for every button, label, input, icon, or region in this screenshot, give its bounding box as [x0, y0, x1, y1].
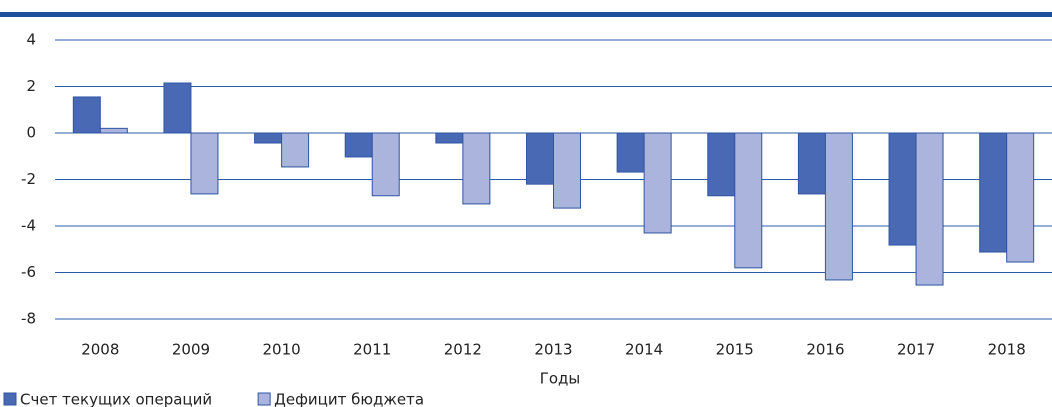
y-tick-label: -8 [21, 310, 36, 328]
y-tick-label: 2 [26, 77, 36, 95]
x-tick-label: 2013 [534, 341, 572, 359]
bar [915, 132, 944, 286]
bar [734, 132, 763, 269]
x-axis-label: Годы [540, 370, 581, 388]
legend-swatch [3, 392, 17, 406]
bar [72, 96, 101, 134]
bar [979, 132, 1008, 253]
bar [190, 132, 219, 195]
bar [371, 132, 400, 197]
bar [254, 132, 283, 144]
bar [643, 132, 672, 234]
bar [1006, 132, 1035, 263]
legend-label: Счет текущих операций [20, 391, 212, 407]
y-tick-label: -4 [21, 217, 36, 235]
x-tick-label: 2018 [988, 341, 1026, 359]
legend-swatch [257, 392, 271, 406]
bar [553, 132, 581, 209]
bar [888, 132, 917, 246]
y-tick-label: 4 [26, 31, 36, 49]
bar [344, 132, 373, 158]
bar [797, 132, 826, 195]
x-tick-label: 2012 [444, 341, 482, 359]
y-tick-label: -6 [21, 263, 36, 281]
x-tick-label: 2010 [262, 341, 300, 359]
x-tick-label: 2016 [806, 341, 844, 359]
bar [99, 127, 128, 134]
x-tick-label: 2011 [353, 341, 391, 359]
x-tick-label: 2008 [81, 341, 119, 359]
top-rule [0, 12, 1052, 17]
bar [281, 132, 310, 168]
y-tick-label: -2 [21, 170, 36, 188]
x-tick-label: 2015 [716, 341, 754, 359]
bar [616, 132, 645, 173]
x-tick-label: 2017 [897, 341, 935, 359]
x-tick-label: 2009 [172, 341, 210, 359]
y-tick-label: 0 [26, 124, 36, 142]
legend-label: Дефицит бюджета [274, 391, 424, 407]
bar [163, 82, 192, 134]
bar [707, 132, 736, 197]
bar [435, 132, 464, 144]
bar [824, 132, 853, 281]
bar [462, 132, 491, 205]
bar [526, 132, 554, 185]
x-tick-label: 2014 [625, 341, 663, 359]
